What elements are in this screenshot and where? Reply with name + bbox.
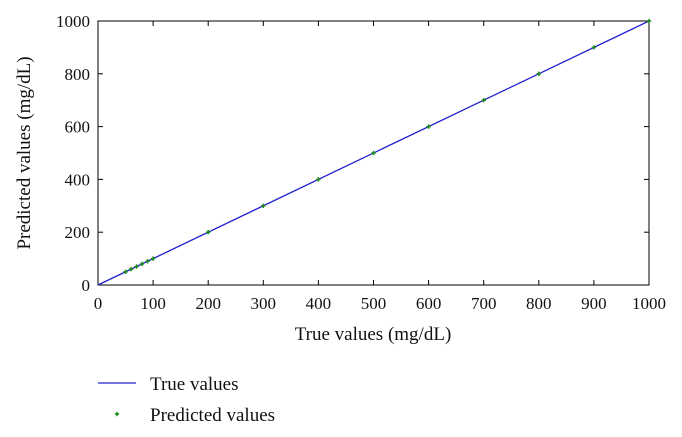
x-tick-label: 1000 [632, 294, 666, 313]
predicted-value-point [150, 256, 156, 261]
predicted-value-point [646, 18, 652, 24]
x-tick-label: 500 [361, 294, 387, 313]
x-tick-label: 300 [251, 294, 277, 313]
y-tick-label: 200 [65, 223, 91, 242]
x-tick-label: 600 [416, 294, 442, 313]
y-axis-label: Predicted values (mg/dL) [14, 56, 35, 249]
x-tick-label: 100 [140, 294, 166, 313]
x-tick-label: 400 [306, 294, 332, 313]
y-tick-label: 600 [65, 118, 91, 137]
predicted-value-point [261, 203, 266, 208]
predicted-value-point [139, 261, 145, 267]
x-tick-label: 900 [581, 294, 607, 313]
predicted-value-point [134, 264, 139, 269]
x-tick-label: 800 [526, 294, 552, 313]
ticks-layer: 0 100 200 300 400 500 600 700 800 900 1000 0 200 400 6… [56, 12, 666, 313]
predicted-value-point [128, 266, 134, 272]
x-tick-label: 700 [471, 294, 497, 313]
legend-label-true-values: True values [150, 374, 239, 395]
predicted-value-point [316, 177, 321, 182]
series-layer [97, 18, 652, 286]
x-axis-label: True values (mg/dL) [295, 324, 452, 345]
legend-label-predicted-values: Predicted values [150, 405, 275, 426]
predicted-value-point [481, 98, 486, 103]
y-tick-label: 0 [82, 276, 91, 295]
predicted-value-point [123, 269, 128, 274]
legend-swatch-predicted-values [114, 411, 120, 417]
predicted-value-point [206, 230, 211, 235]
x-tick-label: 200 [195, 294, 221, 313]
y-tick-label: 400 [65, 170, 91, 189]
legend: True values Predicted values [98, 374, 275, 426]
predicted-value-point [426, 124, 431, 129]
predicted-value-point [591, 45, 597, 50]
y-tick-label: 1000 [56, 12, 90, 31]
predicted-value-point [145, 259, 150, 264]
x-tick-label: 0 [94, 294, 103, 313]
predicted-value-point [371, 150, 376, 156]
y-tick-label: 800 [65, 65, 91, 84]
predicted-value-point [536, 71, 541, 76]
